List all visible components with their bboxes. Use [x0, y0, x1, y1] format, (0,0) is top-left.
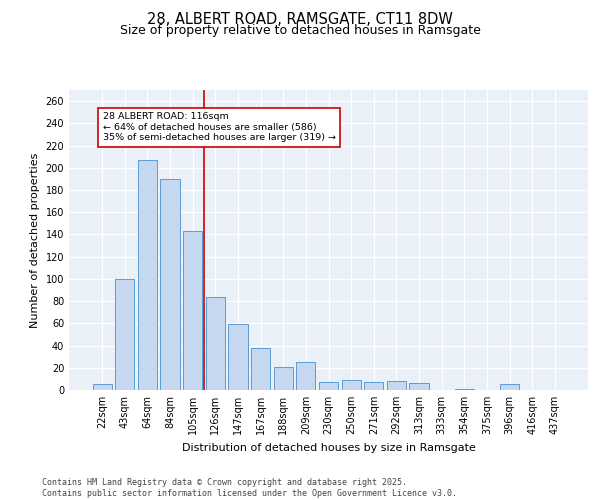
Text: 28 ALBERT ROAD: 116sqm
← 64% of detached houses are smaller (586)
35% of semi-de: 28 ALBERT ROAD: 116sqm ← 64% of detached…: [103, 112, 335, 142]
Bar: [409, 384, 428, 390]
X-axis label: Distribution of detached houses by size in Ramsgate: Distribution of detached houses by size …: [182, 442, 475, 452]
Text: Size of property relative to detached houses in Ramsgate: Size of property relative to detached ho…: [119, 24, 481, 37]
Bar: [364, 382, 383, 390]
Bar: [341, 380, 361, 390]
Bar: [229, 324, 248, 390]
Bar: [500, 384, 519, 390]
Bar: [274, 366, 293, 390]
Bar: [115, 279, 134, 390]
Bar: [138, 160, 157, 390]
Bar: [251, 348, 270, 390]
Bar: [387, 381, 406, 390]
Text: Contains HM Land Registry data © Crown copyright and database right 2025.
Contai: Contains HM Land Registry data © Crown c…: [42, 478, 457, 498]
Bar: [455, 389, 474, 390]
Bar: [206, 296, 225, 390]
Text: 28, ALBERT ROAD, RAMSGATE, CT11 8DW: 28, ALBERT ROAD, RAMSGATE, CT11 8DW: [147, 12, 453, 28]
Bar: [92, 384, 112, 390]
Bar: [319, 382, 338, 390]
Bar: [160, 179, 180, 390]
Bar: [296, 362, 316, 390]
Bar: [183, 231, 202, 390]
Y-axis label: Number of detached properties: Number of detached properties: [30, 152, 40, 328]
